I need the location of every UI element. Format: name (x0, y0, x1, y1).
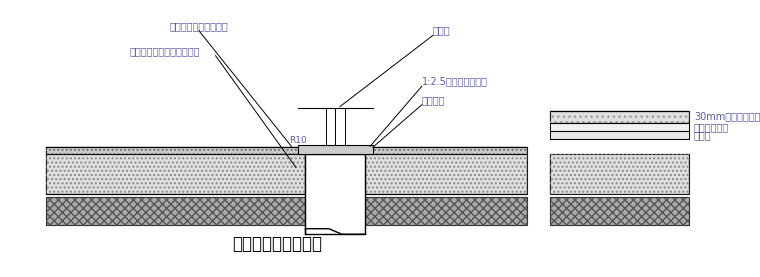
Text: 30mm细石砼保护层: 30mm细石砼保护层 (694, 111, 760, 121)
Polygon shape (46, 197, 306, 225)
Polygon shape (46, 147, 306, 154)
Polygon shape (366, 197, 527, 225)
Text: 水泥基渗透结晶型防水涂料: 水泥基渗透结晶型防水涂料 (129, 46, 200, 56)
Text: 丁基橡胶垫材: 丁基橡胶垫材 (694, 122, 729, 132)
Polygon shape (550, 154, 689, 194)
Polygon shape (306, 154, 366, 234)
Text: 桩钢筋: 桩钢筋 (433, 25, 451, 35)
Text: 砼垫层: 砼垫层 (694, 130, 711, 140)
Text: R10: R10 (289, 135, 306, 145)
Polygon shape (550, 131, 689, 139)
Polygon shape (550, 111, 689, 123)
Text: 桩顶防水做法示意图: 桩顶防水做法示意图 (233, 235, 322, 253)
Text: 1:2.5水泥砂浆保护层: 1:2.5水泥砂浆保护层 (422, 76, 488, 86)
Text: 桩顶帽覆: 桩顶帽覆 (422, 95, 445, 105)
Polygon shape (550, 123, 689, 131)
Polygon shape (550, 197, 689, 225)
Polygon shape (298, 145, 373, 154)
Text: 聚合物水泥砂浆保护层: 聚合物水泥砂浆保护层 (169, 21, 228, 31)
Polygon shape (366, 154, 527, 194)
Polygon shape (366, 147, 527, 154)
Polygon shape (46, 154, 306, 194)
